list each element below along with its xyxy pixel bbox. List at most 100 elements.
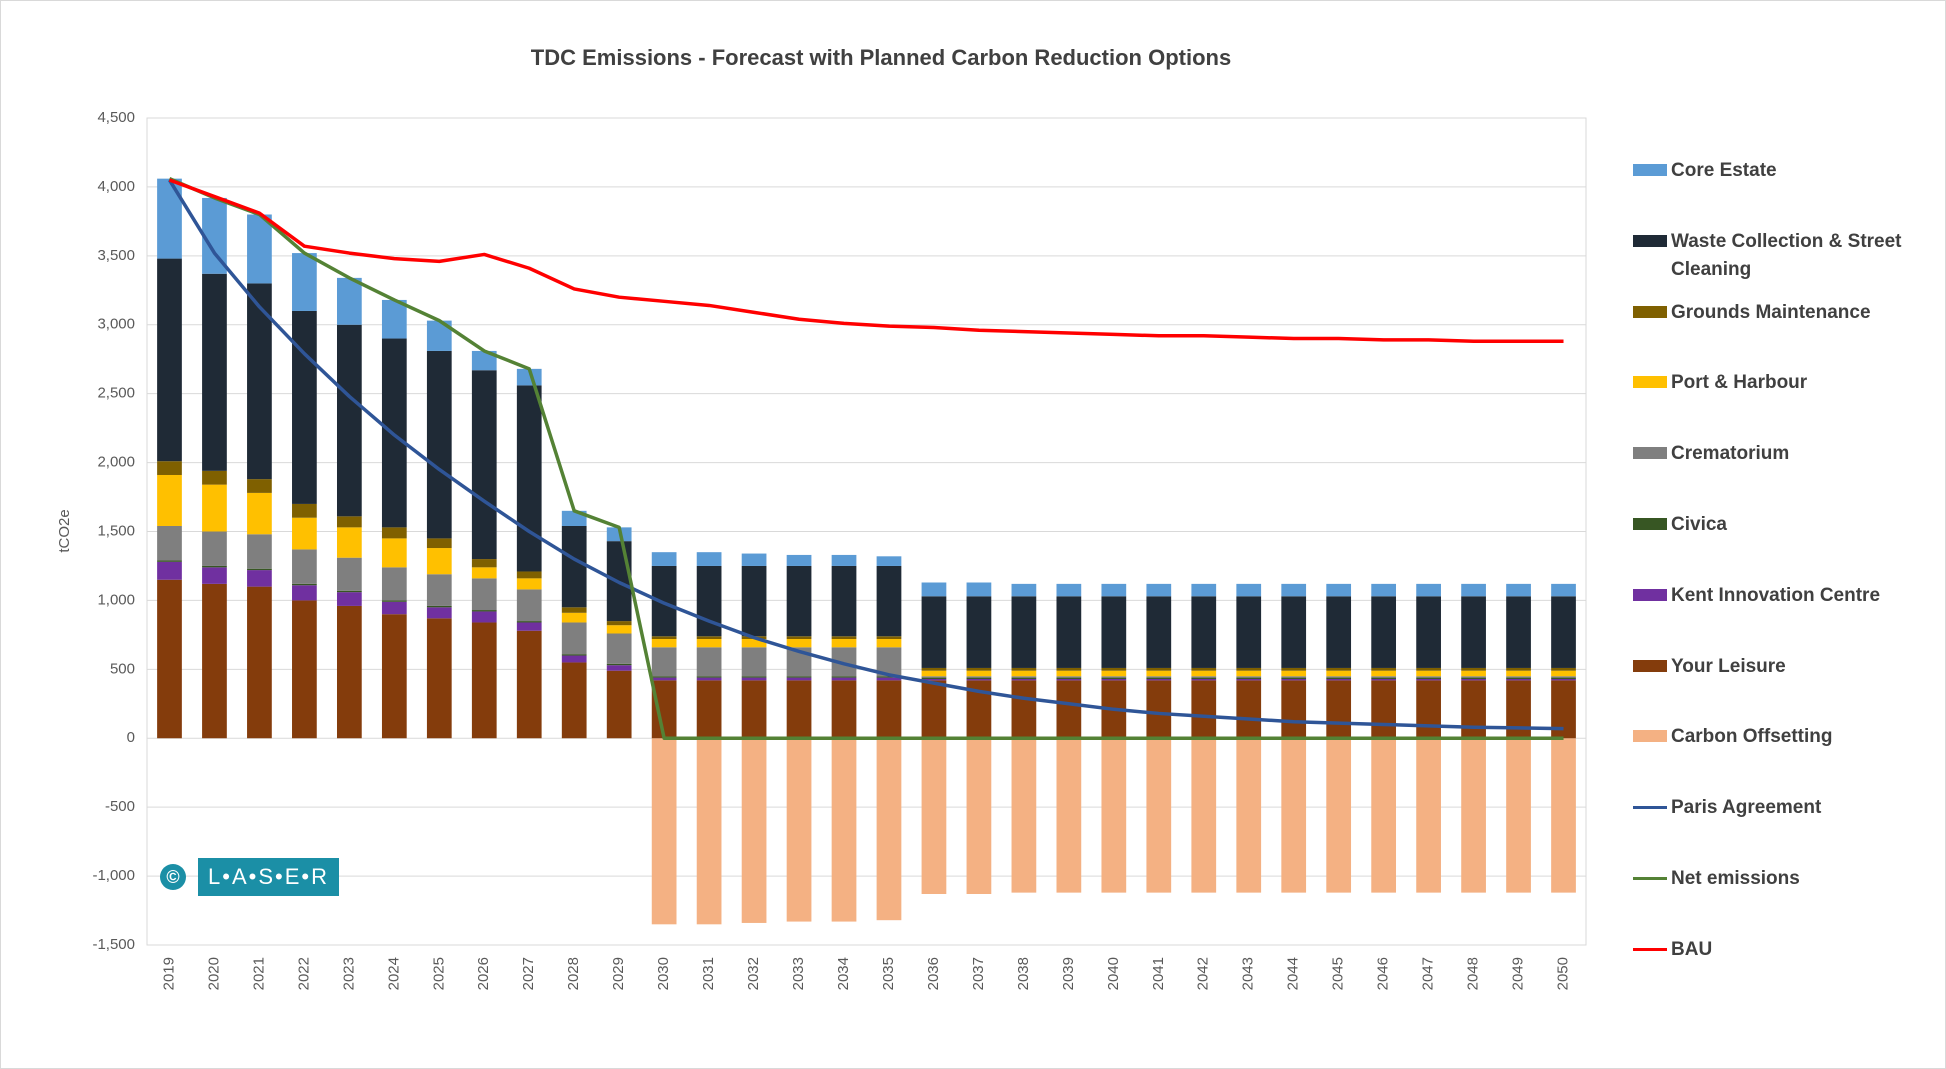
bar [1236,677,1262,679]
bar [471,350,497,371]
bar [516,571,542,579]
bar [1011,583,1037,597]
bar [247,568,272,571]
bar [696,738,722,925]
bar [1011,738,1037,893]
bar [516,368,542,386]
bar [1461,678,1486,681]
bar [1461,677,1486,679]
bar [1461,680,1486,739]
legend-swatch [1633,730,1667,743]
bar [966,738,992,895]
bar [157,474,182,526]
legend-swatch [1633,305,1667,318]
bar [1506,670,1531,677]
legend-swatch [1633,447,1667,460]
legend-label: Core Estate [1671,160,1777,181]
bar [966,596,992,668]
bar [157,560,182,562]
y-tick-label: -500 [105,798,135,815]
legend-label: Civica [1671,514,1727,535]
y-tick-label: 4,500 [97,109,135,126]
legend-item: BAU [1633,936,1921,964]
bar [921,582,947,597]
bar [966,667,992,671]
legend-label: Crematorium [1671,443,1790,465]
bar [831,639,857,648]
bar [1326,676,1352,678]
bar [831,680,857,739]
bar [1371,596,1397,668]
bar [202,567,227,584]
legend-swatch [1633,659,1667,672]
bar [1551,596,1576,668]
x-tick-label: 2047 [1420,957,1437,990]
bar [1416,676,1441,678]
bar [1101,596,1127,668]
bar [202,531,227,566]
bar [1416,596,1441,668]
y-tick-label: -1,000 [92,867,135,884]
bar [336,516,362,528]
bar [1236,738,1262,893]
bar [247,283,272,480]
bar [1326,680,1352,739]
bar [202,583,227,739]
bar [696,647,722,677]
bar [516,385,542,572]
bar [786,636,812,640]
bar [1281,667,1307,671]
bar [1011,677,1037,679]
y-tick-label: 1,500 [97,522,135,539]
x-tick-label: 2032 [745,957,762,990]
bar [1146,738,1172,893]
legend-label: Kent Innovation Centre [1671,584,1881,606]
logo: © L•A•S•E•R [160,857,339,897]
bar [1506,678,1531,681]
bar [1011,676,1037,678]
x-tick-label: 2035 [880,957,897,990]
bar [831,676,857,678]
bar [1191,596,1217,668]
bar [876,556,902,566]
bar [471,370,497,560]
bar [1236,667,1262,671]
x-tick-label: 2019 [160,957,177,990]
x-tick-label: 2044 [1285,957,1302,990]
bar [1416,583,1441,597]
x-tick-label: 2041 [1150,957,1167,990]
x-tick-label: 2029 [610,957,627,990]
bar [1011,680,1037,739]
logo-mark: © [160,864,186,890]
bar [651,738,677,925]
bar [471,567,497,579]
legend-swatch [1633,518,1667,530]
bar [292,253,317,311]
bar [831,554,857,566]
x-tick-label: 2048 [1465,957,1482,990]
bar [516,589,542,622]
x-tick-label: 2045 [1330,957,1347,990]
x-tick-label: 2028 [565,957,582,990]
bar [292,583,317,586]
bar [1326,596,1352,668]
bar [336,605,362,739]
bar [1056,680,1082,739]
bar [1056,678,1082,681]
bar [336,590,362,593]
bar [651,647,677,677]
bar [292,517,317,550]
legend-label: Carbon Offsetting [1671,726,1833,748]
legend-label: Grounds Maintenance [1671,301,1871,323]
bar [471,578,497,611]
bar [561,607,587,613]
bar [561,525,587,608]
y-tick-label: 0 [127,729,135,746]
bar [831,738,857,922]
x-tick-label: 2046 [1375,957,1392,990]
bar [1326,670,1352,677]
bar [696,552,722,566]
bar [1101,738,1127,893]
bar [1461,738,1486,893]
